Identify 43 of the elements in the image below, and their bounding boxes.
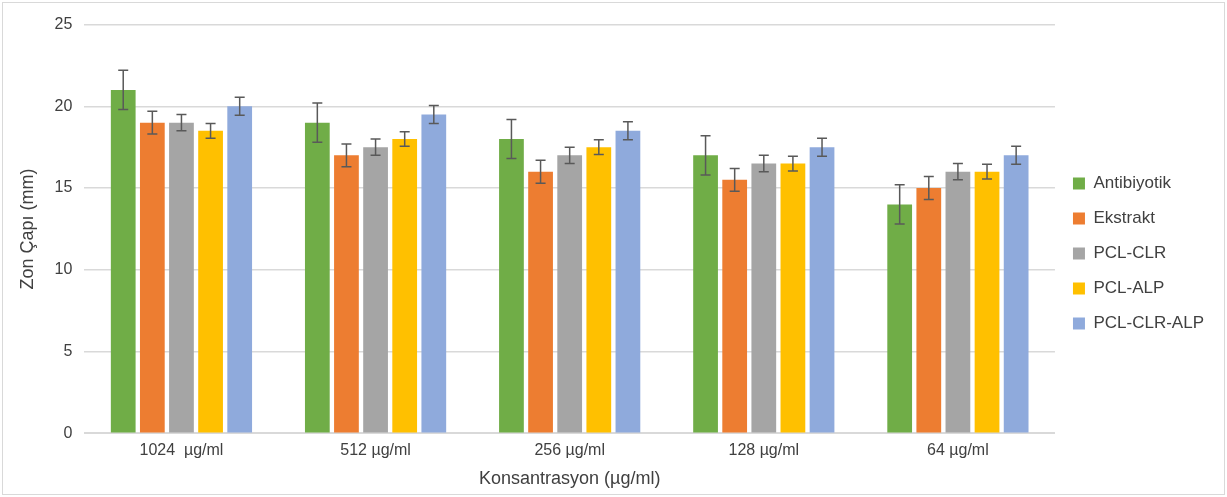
- x-axis-title: Konsantrasyon (µg/ml): [478, 468, 661, 489]
- bar: [887, 204, 913, 433]
- y-tick-label: 15: [54, 178, 73, 196]
- legend-label: PCL-ALP: [1093, 278, 1165, 298]
- legend-label: Antibiyotik: [1093, 173, 1172, 193]
- y-tick-label: 20: [54, 96, 73, 114]
- bar: [615, 130, 641, 433]
- y-tick-label: 0: [63, 423, 73, 441]
- y-tick-label: 5: [63, 341, 73, 359]
- legend-label: PCL-CLR: [1093, 243, 1167, 263]
- bar: [586, 147, 612, 433]
- bar: [693, 155, 718, 433]
- bar: [945, 171, 971, 433]
- bar: [1003, 155, 1029, 433]
- y-tick-label: 25: [54, 15, 73, 33]
- bar: [557, 155, 583, 433]
- y-tick-label: 10: [54, 260, 73, 278]
- x-tick-label: 512 µg/ml: [340, 441, 411, 459]
- bar: [363, 147, 388, 433]
- x-tick-label: 1024 µg/ml: [139, 441, 224, 459]
- y-axis-title: Zon Çapı (mm): [16, 168, 37, 290]
- bar: [334, 155, 359, 433]
- bar: [169, 122, 194, 433]
- bar: [780, 163, 806, 433]
- bar: [974, 171, 1000, 433]
- bar: [751, 163, 777, 433]
- bar: [421, 114, 447, 433]
- bar: [499, 139, 524, 433]
- bar: [722, 179, 748, 433]
- x-tick-label: 64 µg/ml: [927, 441, 989, 459]
- x-tick-label: 256 µg/ml: [534, 441, 605, 459]
- bar: [110, 89, 136, 433]
- bar: [809, 147, 835, 433]
- bar: [198, 130, 223, 433]
- legend-label: PCL-CLR-ALP: [1093, 313, 1205, 333]
- bar: [304, 122, 330, 433]
- bar: [139, 122, 165, 433]
- bar: [528, 171, 553, 433]
- bar: [916, 188, 942, 433]
- legend-label: Ekstrakt: [1093, 208, 1156, 228]
- bar: [227, 106, 253, 433]
- bar: [392, 139, 418, 433]
- x-tick-label: 128 µg/ml: [728, 441, 800, 459]
